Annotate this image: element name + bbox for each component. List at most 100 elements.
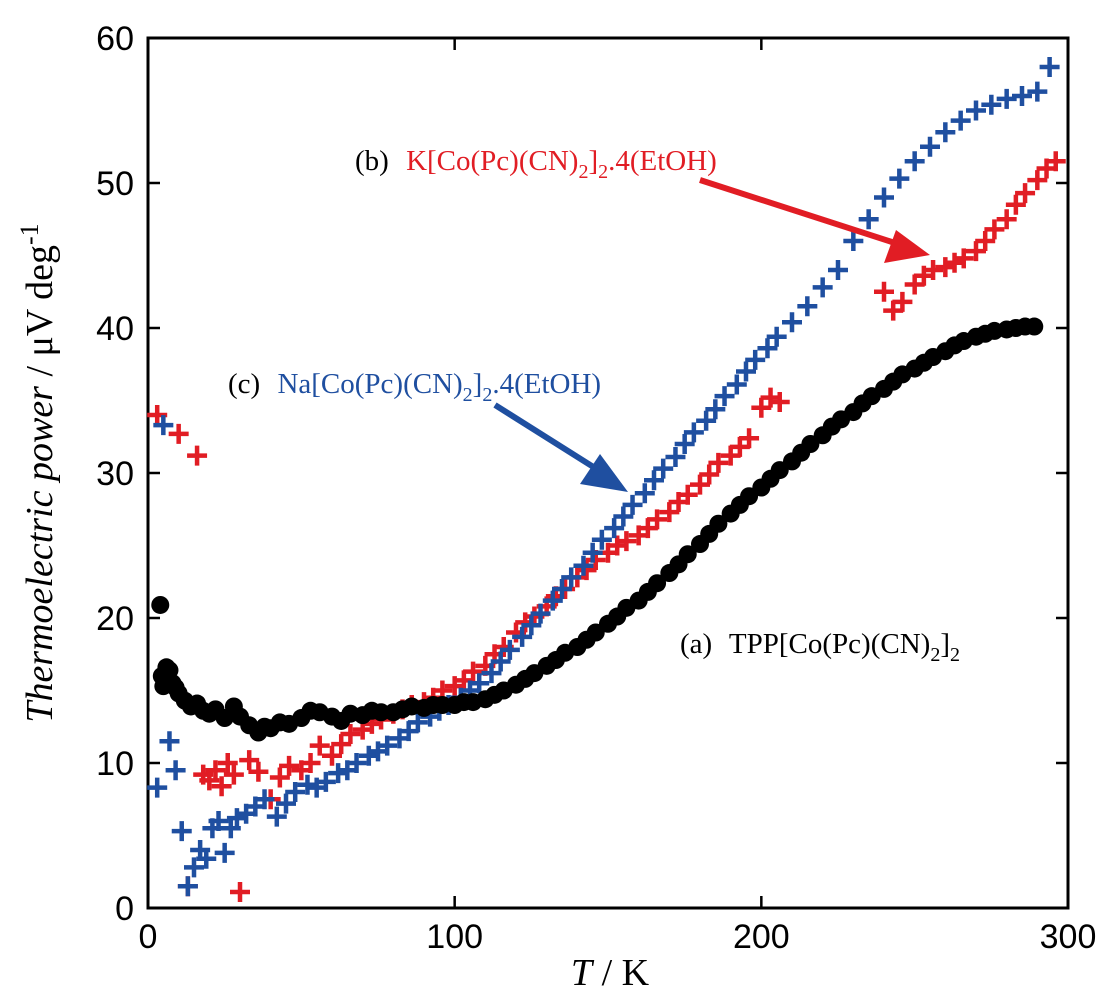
data-point bbox=[576, 560, 597, 581]
annotation-a-sub: 2 bbox=[930, 644, 940, 666]
data-point bbox=[996, 209, 1017, 230]
data-point bbox=[923, 260, 944, 280]
annotation-a: (a) TPP[Co(Pc)(CN)2]2 bbox=[680, 628, 960, 666]
annotation-a-sub2: 2 bbox=[950, 644, 960, 666]
plot-area: 0 100 200 300 0 10 20 30 40 50 60 bbox=[96, 20, 1096, 956]
data-point bbox=[582, 542, 603, 563]
arrow-b-shaft bbox=[699, 177, 896, 246]
series-a bbox=[151, 317, 1044, 742]
data-point bbox=[151, 595, 170, 614]
data-point bbox=[683, 422, 704, 443]
data-point bbox=[647, 509, 668, 530]
data-point bbox=[904, 151, 925, 172]
data-point bbox=[678, 545, 697, 564]
data-point bbox=[490, 651, 511, 672]
data-point bbox=[648, 574, 667, 593]
x-tick-label: 0 bbox=[139, 918, 158, 956]
annotation-arrows bbox=[493, 177, 930, 492]
data-point bbox=[828, 260, 848, 280]
data-point bbox=[481, 663, 502, 684]
data-point bbox=[309, 735, 330, 756]
data-point bbox=[196, 848, 217, 869]
data-point bbox=[708, 452, 729, 473]
data-point bbox=[230, 882, 250, 903]
data-point bbox=[709, 514, 728, 533]
data-point bbox=[358, 745, 379, 766]
arrow-c-head bbox=[580, 454, 628, 492]
data-point bbox=[699, 464, 720, 485]
data-point bbox=[1045, 151, 1066, 172]
data-point bbox=[463, 661, 484, 682]
data-point bbox=[469, 673, 490, 694]
data-point bbox=[208, 811, 229, 831]
annotation-c-tag: (c) bbox=[228, 368, 260, 400]
data-point bbox=[248, 761, 269, 782]
data-point bbox=[285, 782, 306, 802]
data-point bbox=[205, 760, 226, 781]
data-point bbox=[622, 494, 643, 515]
data-point bbox=[751, 397, 772, 418]
annotation-a-formula: TPP[Co(Pc)(CN) bbox=[729, 628, 930, 660]
data-point bbox=[944, 252, 965, 273]
data-point bbox=[300, 753, 321, 773]
data-point bbox=[920, 136, 940, 157]
data-point bbox=[187, 445, 208, 466]
data-point bbox=[604, 518, 625, 539]
data-point bbox=[561, 567, 582, 588]
data-point bbox=[935, 122, 956, 143]
data-point bbox=[552, 579, 572, 599]
data-point bbox=[159, 731, 180, 752]
annotation-a-bracket: ] bbox=[940, 628, 950, 660]
annotation-c-suffix: .4(EtOH) bbox=[492, 368, 601, 400]
data-point bbox=[616, 531, 637, 552]
data-point bbox=[340, 724, 361, 744]
data-point bbox=[407, 712, 428, 733]
data-point bbox=[147, 777, 168, 798]
data-point bbox=[184, 857, 204, 878]
data-point bbox=[214, 842, 235, 863]
data-point bbox=[677, 484, 698, 505]
x-tick-label: 100 bbox=[426, 918, 483, 956]
data-point bbox=[782, 312, 802, 333]
data-point bbox=[1039, 57, 1060, 77]
data-point bbox=[377, 735, 398, 756]
annotation-a-tag: (a) bbox=[680, 628, 712, 660]
y-tick-label: 40 bbox=[96, 310, 134, 348]
data-point bbox=[739, 428, 760, 449]
data-point bbox=[346, 753, 367, 773]
annotation-b-sub: 2 bbox=[578, 161, 588, 183]
y-tick-label: 10 bbox=[96, 745, 134, 783]
data-point bbox=[644, 470, 664, 491]
y-tick-label: 0 bbox=[115, 890, 134, 928]
data-point bbox=[690, 474, 710, 495]
data-point bbox=[220, 818, 241, 839]
x-tick-label: 300 bbox=[1040, 918, 1097, 956]
data-point bbox=[874, 281, 894, 302]
data-point bbox=[328, 763, 349, 784]
data-point bbox=[950, 110, 971, 131]
annotation-b-formula: K[Co(Pc)(CN) bbox=[406, 145, 578, 177]
data-point bbox=[757, 338, 778, 359]
x-axis-title-var: T bbox=[571, 952, 595, 994]
data-point bbox=[269, 767, 290, 788]
data-point bbox=[634, 483, 655, 504]
data-point bbox=[797, 296, 818, 317]
data-point bbox=[1015, 183, 1036, 204]
data-point bbox=[223, 764, 244, 785]
data-point bbox=[542, 590, 563, 611]
data-point bbox=[935, 257, 956, 278]
x-axis-title: T / K bbox=[571, 952, 650, 994]
data-point bbox=[607, 535, 628, 556]
arrow-b-head bbox=[884, 230, 930, 263]
annotation-b-bracket: ] bbox=[588, 145, 598, 177]
data-point bbox=[297, 774, 318, 795]
annotation-c: (c) Na[Co(Pc)(CN)2]2.4(EtOH) bbox=[228, 368, 601, 406]
data-point bbox=[766, 326, 787, 347]
data-point bbox=[331, 734, 352, 755]
y-axis-title: Thermoelectric power / μV deg-1 bbox=[15, 223, 61, 722]
data-point bbox=[177, 876, 198, 897]
data-point bbox=[966, 100, 986, 121]
annotation-b-tag: (b) bbox=[355, 145, 389, 177]
data-point bbox=[812, 277, 833, 298]
